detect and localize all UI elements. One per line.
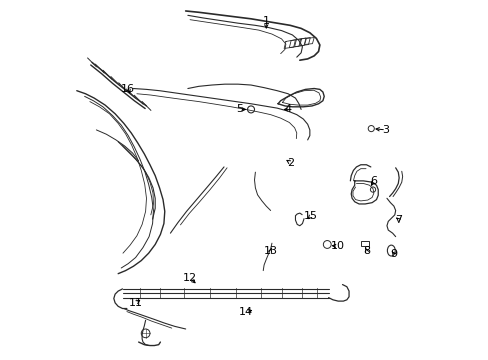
- Text: 3: 3: [382, 125, 389, 135]
- Text: 9: 9: [389, 249, 397, 259]
- Text: 14: 14: [238, 307, 252, 316]
- Text: 8: 8: [362, 246, 369, 256]
- Text: 16: 16: [121, 84, 135, 94]
- Text: 4: 4: [284, 104, 291, 114]
- Bar: [360, 241, 368, 246]
- Text: 7: 7: [395, 215, 402, 225]
- Text: 10: 10: [330, 241, 345, 251]
- Text: 5: 5: [236, 104, 243, 114]
- Text: 1: 1: [262, 16, 269, 26]
- Text: 2: 2: [286, 158, 293, 167]
- Text: 15: 15: [304, 211, 318, 221]
- Text: 11: 11: [128, 298, 142, 308]
- Text: 12: 12: [183, 273, 197, 283]
- Text: 6: 6: [369, 176, 377, 186]
- Text: 13: 13: [263, 246, 277, 256]
